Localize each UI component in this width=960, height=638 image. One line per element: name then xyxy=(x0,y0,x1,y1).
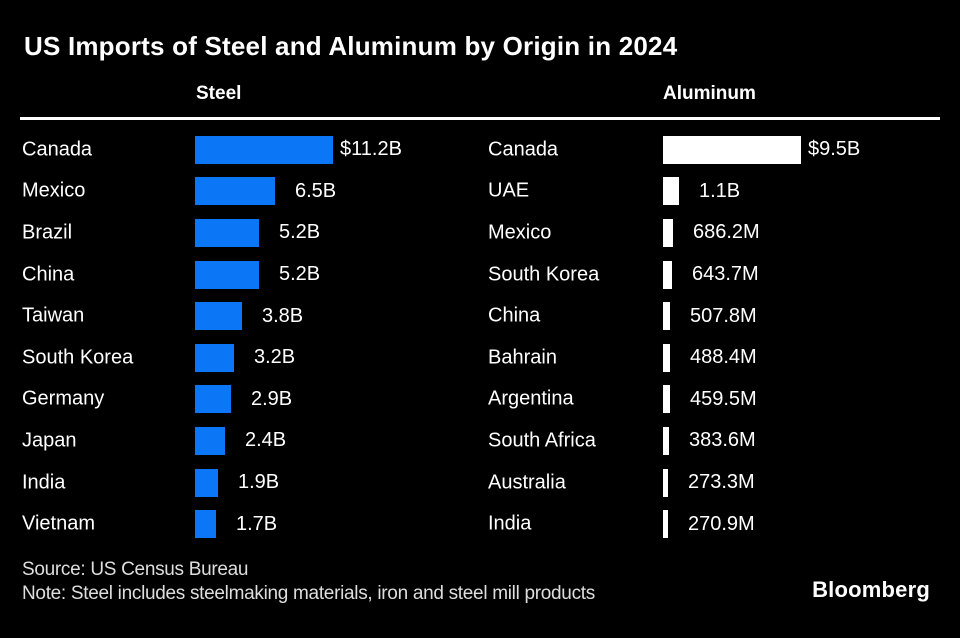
chart-row: Brazil 5.2B xyxy=(0,212,480,254)
country-label: Canada xyxy=(22,138,93,161)
chart-row: China 507.8M xyxy=(480,295,960,337)
value-label: 2.4B xyxy=(245,429,287,452)
value-bar xyxy=(663,385,670,414)
value-bar xyxy=(195,302,242,331)
chart-row: Taiwan 3.8B xyxy=(0,295,480,337)
chart-row: Japan 2.4B xyxy=(0,420,480,462)
country-label: Mexico xyxy=(22,179,86,202)
value-bar xyxy=(663,177,679,206)
chart-row: South Korea 643.7M xyxy=(480,254,960,296)
value-label: 1.9B xyxy=(238,471,280,494)
value-bar xyxy=(663,343,670,372)
country-label: Argentina xyxy=(488,387,574,410)
value-bar xyxy=(663,510,668,539)
value-label: 507.8M xyxy=(690,304,757,327)
country-label: South Korea xyxy=(22,346,134,369)
chart-row: Germany 2.9B xyxy=(0,379,480,421)
bloomberg-logo: Bloomberg xyxy=(812,577,930,602)
country-label: South Korea xyxy=(488,263,600,286)
value-bar xyxy=(663,135,801,164)
value-label: 273.3M xyxy=(688,471,755,494)
value-bar xyxy=(663,218,673,247)
aluminum-chart-column: Canada $9.5B UAE 1.1B Mexico 686.2M South Kore… xyxy=(480,129,960,545)
country-label: UAE xyxy=(488,179,530,202)
value-label: $11.2B xyxy=(340,138,402,161)
value-bar xyxy=(663,468,668,497)
value-label: 686.2M xyxy=(693,221,760,244)
value-label: 1.7B xyxy=(236,512,278,535)
value-bar xyxy=(195,510,216,539)
chart-row: India 1.9B xyxy=(0,462,480,504)
chart-row: Bahrain 488.4M xyxy=(480,337,960,379)
country-label: Taiwan xyxy=(22,304,85,327)
value-bar xyxy=(663,260,672,289)
value-bar xyxy=(195,177,275,206)
value-bar xyxy=(663,426,669,455)
country-label: India xyxy=(488,512,532,535)
chart-row: Canada $11.2B xyxy=(0,129,480,171)
chart-row: Australia 273.3M xyxy=(480,462,960,504)
value-bar xyxy=(195,468,218,497)
column-header-steel: Steel xyxy=(196,83,242,104)
country-label: Bahrain xyxy=(488,346,557,369)
country-label: Canada xyxy=(488,138,559,161)
country-label: Japan xyxy=(22,429,77,452)
value-label: 2.9B xyxy=(251,387,293,410)
steel-chart-column: Canada $11.2B Mexico 6.5B Brazil 5.2B China 5.2… xyxy=(0,129,480,545)
country-label: Australia xyxy=(488,471,566,494)
country-label: South Africa xyxy=(488,429,596,452)
country-label: Vietnam xyxy=(22,512,96,535)
chart-row: China 5.2B xyxy=(0,254,480,296)
note-line: Note: Steel includes steelmaking materia… xyxy=(22,582,595,604)
footer: Source: US Census Bureau Note: Steel inc… xyxy=(22,558,595,605)
value-label: 383.6M xyxy=(689,429,756,452)
country-label: Brazil xyxy=(22,221,73,244)
chart-row: Mexico 686.2M xyxy=(480,212,960,254)
value-label: $9.5B xyxy=(808,138,861,161)
chart-row: Canada $9.5B xyxy=(480,129,960,171)
chart-row: South Korea 3.2B xyxy=(0,337,480,379)
value-label: 6.5B xyxy=(295,179,337,202)
value-bar xyxy=(195,343,234,372)
chart-title: US Imports of Steel and Aluminum by Orig… xyxy=(24,31,678,61)
country-label: China xyxy=(488,304,541,327)
column-header-aluminum: Aluminum xyxy=(663,83,756,104)
chart-row: UAE 1.1B xyxy=(480,171,960,213)
country-label: China xyxy=(22,263,75,286)
chart-row: India 270.9M xyxy=(480,503,960,545)
value-label: 3.2B xyxy=(254,346,296,369)
value-label: 459.5M xyxy=(690,387,757,410)
value-bar xyxy=(195,218,259,247)
value-label: 270.9M xyxy=(688,512,755,535)
value-label: 643.7M xyxy=(692,263,759,286)
source-line: Source: US Census Bureau xyxy=(22,559,249,580)
header-rule xyxy=(20,117,940,120)
value-bar xyxy=(195,135,333,164)
value-bar xyxy=(195,385,231,414)
value-label: 3.8B xyxy=(262,304,304,327)
value-bar xyxy=(663,302,670,331)
chart-row: Mexico 6.5B xyxy=(0,171,480,213)
value-bar xyxy=(195,426,225,455)
value-label: 5.2B xyxy=(279,263,321,286)
country-label: Mexico xyxy=(488,221,552,244)
country-label: Germany xyxy=(22,387,105,410)
value-label: 1.1B xyxy=(699,179,741,202)
chart-row: Vietnam 1.7B xyxy=(0,503,480,545)
chart-row: South Africa 383.6M xyxy=(480,420,960,462)
value-label: 5.2B xyxy=(279,221,321,244)
chart-row: Argentina 459.5M xyxy=(480,379,960,421)
value-label: 488.4M xyxy=(690,346,757,369)
country-label: India xyxy=(22,471,66,494)
value-bar xyxy=(195,260,259,289)
